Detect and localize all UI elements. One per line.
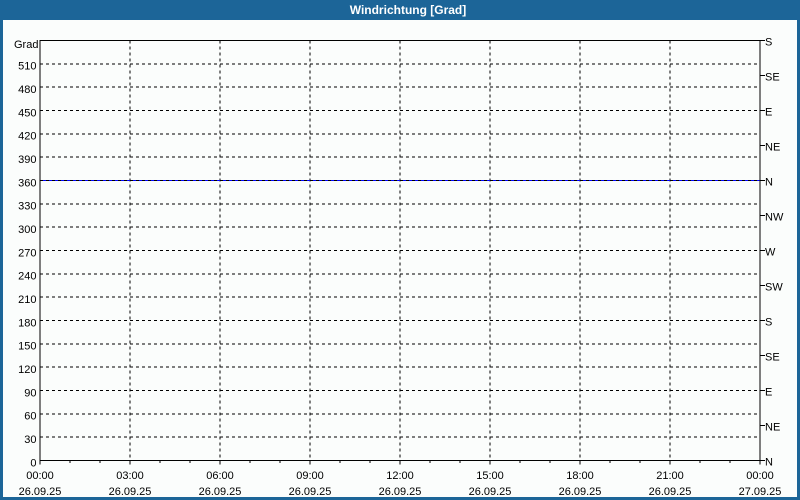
svg-text:26.09.25: 26.09.25 — [379, 486, 422, 498]
svg-text:390: 390 — [18, 154, 36, 166]
svg-text:30: 30 — [24, 434, 36, 446]
svg-text:26.09.25: 26.09.25 — [289, 486, 332, 498]
svg-text:26.09.25: 26.09.25 — [199, 486, 242, 498]
svg-text:00:00: 00:00 — [746, 470, 774, 482]
svg-text:18:00: 18:00 — [566, 470, 594, 482]
svg-text:450: 450 — [18, 107, 36, 119]
svg-text:210: 210 — [18, 294, 36, 306]
svg-text:90: 90 — [24, 387, 36, 399]
svg-text:330: 330 — [18, 201, 36, 213]
svg-text:S: S — [765, 317, 772, 329]
svg-text:510: 510 — [18, 61, 36, 73]
svg-text:240: 240 — [18, 271, 36, 283]
svg-text:06:00: 06:00 — [206, 470, 234, 482]
svg-text:NE: NE — [765, 422, 780, 434]
svg-text:270: 270 — [18, 247, 36, 259]
svg-text:420: 420 — [18, 131, 36, 143]
svg-text:S: S — [765, 37, 772, 49]
svg-text:SE: SE — [765, 352, 780, 364]
svg-text:SW: SW — [765, 282, 783, 294]
svg-text:09:00: 09:00 — [296, 470, 324, 482]
svg-text:W: W — [765, 247, 776, 259]
svg-text:26.09.25: 26.09.25 — [649, 486, 692, 498]
svg-text:15:00: 15:00 — [476, 470, 504, 482]
svg-text:26.09.25: 26.09.25 — [559, 486, 602, 498]
svg-text:26.09.25: 26.09.25 — [109, 486, 152, 498]
svg-text:0: 0 — [30, 457, 36, 469]
svg-text:N: N — [765, 457, 773, 469]
svg-text:E: E — [765, 387, 772, 399]
svg-text:150: 150 — [18, 341, 36, 353]
svg-text:120: 120 — [18, 364, 36, 376]
svg-text:360: 360 — [18, 177, 36, 189]
svg-text:03:00: 03:00 — [116, 470, 144, 482]
svg-text:21:00: 21:00 — [656, 470, 684, 482]
svg-text:00:00: 00:00 — [26, 470, 54, 482]
svg-text:26.09.25: 26.09.25 — [469, 486, 512, 498]
svg-text:NW: NW — [765, 212, 784, 224]
svg-text:180: 180 — [18, 317, 36, 329]
svg-text:Grad: Grad — [14, 39, 38, 51]
svg-text:27.09.25: 27.09.25 — [739, 486, 782, 498]
svg-text:N: N — [765, 177, 773, 189]
svg-text:480: 480 — [18, 84, 36, 96]
svg-text:NE: NE — [765, 142, 780, 154]
svg-text:E: E — [765, 107, 772, 119]
svg-text:300: 300 — [18, 224, 36, 236]
svg-text:26.09.25: 26.09.25 — [19, 486, 62, 498]
svg-text:60: 60 — [24, 411, 36, 423]
svg-text:SE: SE — [765, 72, 780, 84]
svg-text:12:00: 12:00 — [386, 470, 414, 482]
